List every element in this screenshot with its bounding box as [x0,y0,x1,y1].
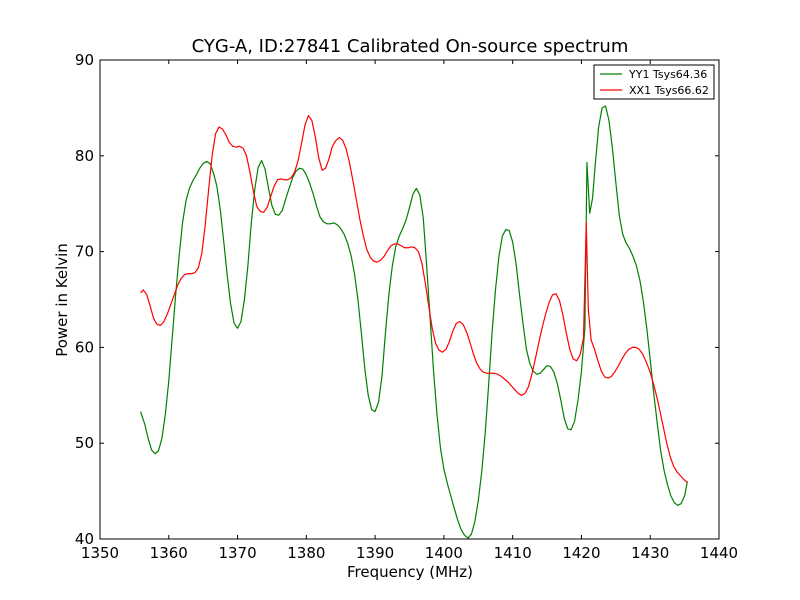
y-tick-label: 80 [75,147,94,165]
x-axis-label: Frequency (MHz) [347,563,473,581]
legend-entry-label: XX1 Tsys66.62 [629,84,709,97]
y-tick-label: 40 [75,530,94,548]
x-tick-label: 1350 [81,544,119,562]
plot-frame [99,59,720,540]
legend-box [593,64,715,100]
y-tick-label: 60 [75,338,94,356]
x-tick-label: 1430 [631,544,669,562]
legend-entry-label: YY1 Tsys64.36 [628,68,707,81]
axis-ticks: 1350 1360 1370 1380 1390 1400 1410 1420 1430 1440… [75,51,738,562]
legend: YY1 Tsys64.36 XX1 Tsys66.62 [593,64,715,100]
x-tick-label: 1370 [218,544,256,562]
y-tick-label: 50 [75,434,94,452]
x-tick-label: 1360 [150,544,188,562]
x-tick-label: 1420 [562,544,600,562]
x-tick-label: 1410 [494,544,532,562]
y-axis-label: Power in Kelvin [53,243,71,357]
y-tick-label: 70 [75,243,94,261]
y-tick-label: 90 [75,51,94,69]
x-tick-label: 1380 [287,544,325,562]
chart-title: CYG-A, ID:27841 Calibrated On-source spe… [192,36,629,57]
x-tick-label: 1390 [356,544,394,562]
x-tick-label: 1400 [425,544,463,562]
x-tick-label: 1440 [700,544,738,562]
plot-area [99,59,720,540]
series-line-2 [140,114,688,483]
series-line-1 [140,105,688,539]
